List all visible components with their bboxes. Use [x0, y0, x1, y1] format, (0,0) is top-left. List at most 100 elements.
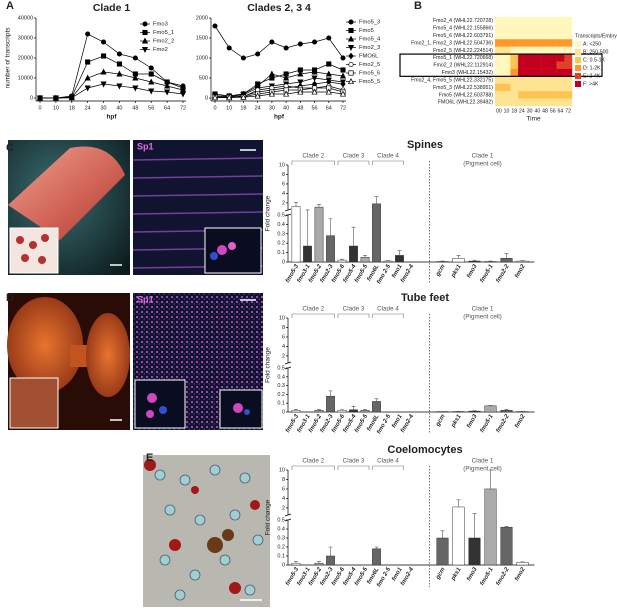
heat-cell: [548, 17, 557, 25]
x-tick-label: fmo3: [466, 413, 479, 429]
heat-cell: [525, 61, 534, 70]
y-tick-label: 500: [199, 75, 208, 81]
heat-cell: [510, 98, 519, 107]
point: [164, 89, 171, 96]
point: [116, 61, 122, 67]
y-tick-label: 2: [282, 200, 285, 206]
heat-cell: [525, 39, 534, 47]
heat-cell: [541, 31, 550, 40]
bar: [372, 548, 381, 566]
bar: [500, 526, 513, 566]
image-label: Sp1: [137, 294, 154, 304]
y-axis-label: Fold change: [265, 195, 272, 231]
legend-label: C: 0.5-1K: [583, 57, 605, 63]
point: [325, 70, 332, 77]
x-tick-label: 0: [38, 105, 41, 111]
heat-cell: [533, 17, 542, 25]
x-tick-label: fmo2: [514, 566, 527, 582]
error-bar: [504, 526, 509, 528]
x-tick-label: 18: [69, 105, 75, 111]
point: [68, 95, 75, 102]
point: [148, 65, 154, 71]
heat-cell: [502, 24, 511, 33]
error-bar: [504, 253, 509, 259]
heat-cell: [533, 39, 542, 47]
y-tick-label: 0.1: [277, 250, 285, 256]
x-tick-label: 64: [326, 105, 332, 111]
row-label: Fmo5_1 (WHL22.720668): [433, 55, 493, 61]
y-tick-label: 0.3: [277, 535, 285, 541]
y-tick-label: 4: [282, 191, 285, 197]
panel-label: E: [146, 452, 153, 464]
point: [116, 51, 122, 57]
group-bracket: [291, 465, 335, 470]
group-label: Clade 2: [302, 153, 324, 160]
bar: [314, 562, 324, 566]
legend-marker: [141, 37, 149, 44]
chart-title: Clade 1: [93, 2, 131, 14]
error-bar: [374, 196, 379, 204]
error-bar: [294, 202, 298, 207]
legend-swatch: [575, 73, 581, 79]
error-bar: [305, 209, 310, 247]
heat-cell: [556, 31, 565, 40]
heat-cell: [510, 68, 519, 77]
heat-cell: [502, 17, 511, 25]
bar: [326, 395, 335, 413]
heat-cell: [533, 46, 542, 55]
point: [84, 85, 91, 92]
row-label: Fmo2_2 (WHL22.112914): [433, 63, 493, 69]
bar: [360, 257, 370, 263]
x-tick-label: 48: [542, 108, 548, 114]
point: [101, 53, 107, 59]
heat-cell: [564, 39, 573, 47]
heat-cell: [548, 76, 557, 84]
heat-cell: [541, 46, 550, 55]
point: [132, 85, 139, 92]
row-label: Fmo2_5 (WHL22.224514): [433, 48, 493, 54]
heat-cell: [548, 31, 557, 40]
chart-title: Clades 2, 3 4: [247, 2, 311, 14]
y-tick-label: 8: [282, 325, 285, 331]
error-bar: [488, 469, 493, 489]
row-label: Fmo2_4, Fmo5_5 (WHL22.332175): [411, 77, 493, 83]
heat-cell: [564, 17, 573, 25]
point: [226, 94, 233, 101]
row-label: Fmo5_3 (WHL22.538951): [433, 85, 493, 91]
bar: [303, 245, 312, 263]
bar: [516, 260, 529, 263]
heat-cell: [495, 46, 503, 55]
point: [297, 88, 304, 95]
group-bracket: [337, 160, 370, 165]
error-bar: [317, 561, 321, 564]
group-bracket: [372, 160, 404, 165]
bar: [291, 562, 301, 566]
group-label: Clade 1: [472, 306, 494, 313]
bar: [468, 260, 481, 263]
bar: [484, 488, 497, 566]
image-label: Sp1: [137, 141, 154, 151]
y-tick-label: 0.3: [277, 231, 285, 237]
legend-label: Fmo2_3: [359, 45, 380, 51]
legend-swatch: [575, 81, 581, 87]
bar: [337, 259, 347, 263]
heat-cell: [502, 98, 511, 107]
heat-cell: [495, 61, 503, 70]
error-bar: [317, 409, 321, 411]
heat-cell: [502, 54, 511, 62]
heat-cell: [495, 24, 503, 33]
error-bar: [397, 250, 402, 256]
y-tick-label: 6: [282, 486, 285, 492]
chart-title: Coelomocytes: [387, 444, 462, 456]
point: [84, 74, 91, 81]
heat-cell: [564, 24, 573, 33]
heat-cell: [533, 68, 542, 77]
point: [340, 67, 346, 73]
y-tick-label: 0.2: [277, 544, 285, 550]
x-tick-label: 24: [519, 108, 525, 114]
bar: [372, 203, 381, 263]
photo-tube-foot: [7, 293, 130, 430]
heat-cell: [518, 17, 526, 25]
heat-cell: [541, 83, 550, 92]
heat-cell: [533, 98, 542, 107]
